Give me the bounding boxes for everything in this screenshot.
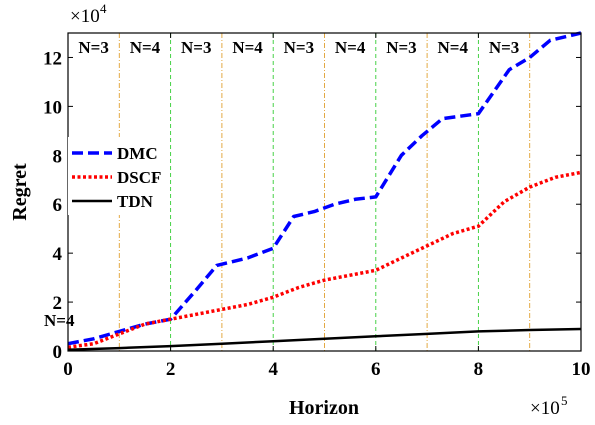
phase-label: N=4 xyxy=(438,38,469,57)
y-tick-label: 10 xyxy=(43,97,62,118)
x-tick-label: 8 xyxy=(474,359,484,380)
legend-label-dmc: DMC xyxy=(117,144,158,163)
y-tick-label: 12 xyxy=(43,48,62,69)
phase-label: N=3 xyxy=(284,38,314,57)
y-multiplier: ×10 xyxy=(70,6,100,27)
extra-phase-label: N=4 xyxy=(44,311,75,330)
y-multiplier-exp: 4 xyxy=(100,1,107,16)
x-tick-label: 0 xyxy=(63,359,73,380)
series-line-tdn xyxy=(67,327,582,352)
phase-label: N=4 xyxy=(232,38,263,57)
phase-label: N=4 xyxy=(335,38,366,57)
legend-label-dscf: DSCF xyxy=(117,168,161,187)
series-line-dscf xyxy=(67,170,582,350)
y-tick-label: 8 xyxy=(53,146,63,167)
x-tick-label: 2 xyxy=(166,359,176,380)
x-multiplier: ×10 xyxy=(530,398,560,419)
series-line-dmc xyxy=(67,31,582,346)
x-tick-label: 10 xyxy=(572,359,591,380)
y-axis-label: Regret xyxy=(9,163,31,221)
y-tick-label: 6 xyxy=(53,195,63,216)
phase-label: N=3 xyxy=(386,38,416,57)
phase-boundaries xyxy=(118,33,531,351)
phase-label: N=3 xyxy=(489,38,519,57)
phase-labels: N=3 N=4 N=3 N=4 N=3 N=4 N=3 N=4 N=3 xyxy=(78,38,519,57)
y-tick-label: 2 xyxy=(53,293,63,314)
y-tick-label: 0 xyxy=(53,342,63,363)
y-tick-label: 4 xyxy=(53,244,63,265)
x-tick-label: 6 xyxy=(371,359,381,380)
legend: DMC DSCF TDN xyxy=(68,137,170,215)
legend-label-tdn: TDN xyxy=(117,192,154,211)
x-axis-label: Horizon xyxy=(289,397,359,419)
x-tick-label: 4 xyxy=(268,359,278,380)
axis-ticks: 0 2 4 6 8 10 0 2 4 6 8 10 12 xyxy=(43,33,591,380)
series-lines xyxy=(67,31,582,352)
phase-label: N=3 xyxy=(78,38,108,57)
x-multiplier-exp: 5 xyxy=(561,393,568,408)
phase-label: N=3 xyxy=(181,38,211,57)
phase-label: N=4 xyxy=(130,38,161,57)
